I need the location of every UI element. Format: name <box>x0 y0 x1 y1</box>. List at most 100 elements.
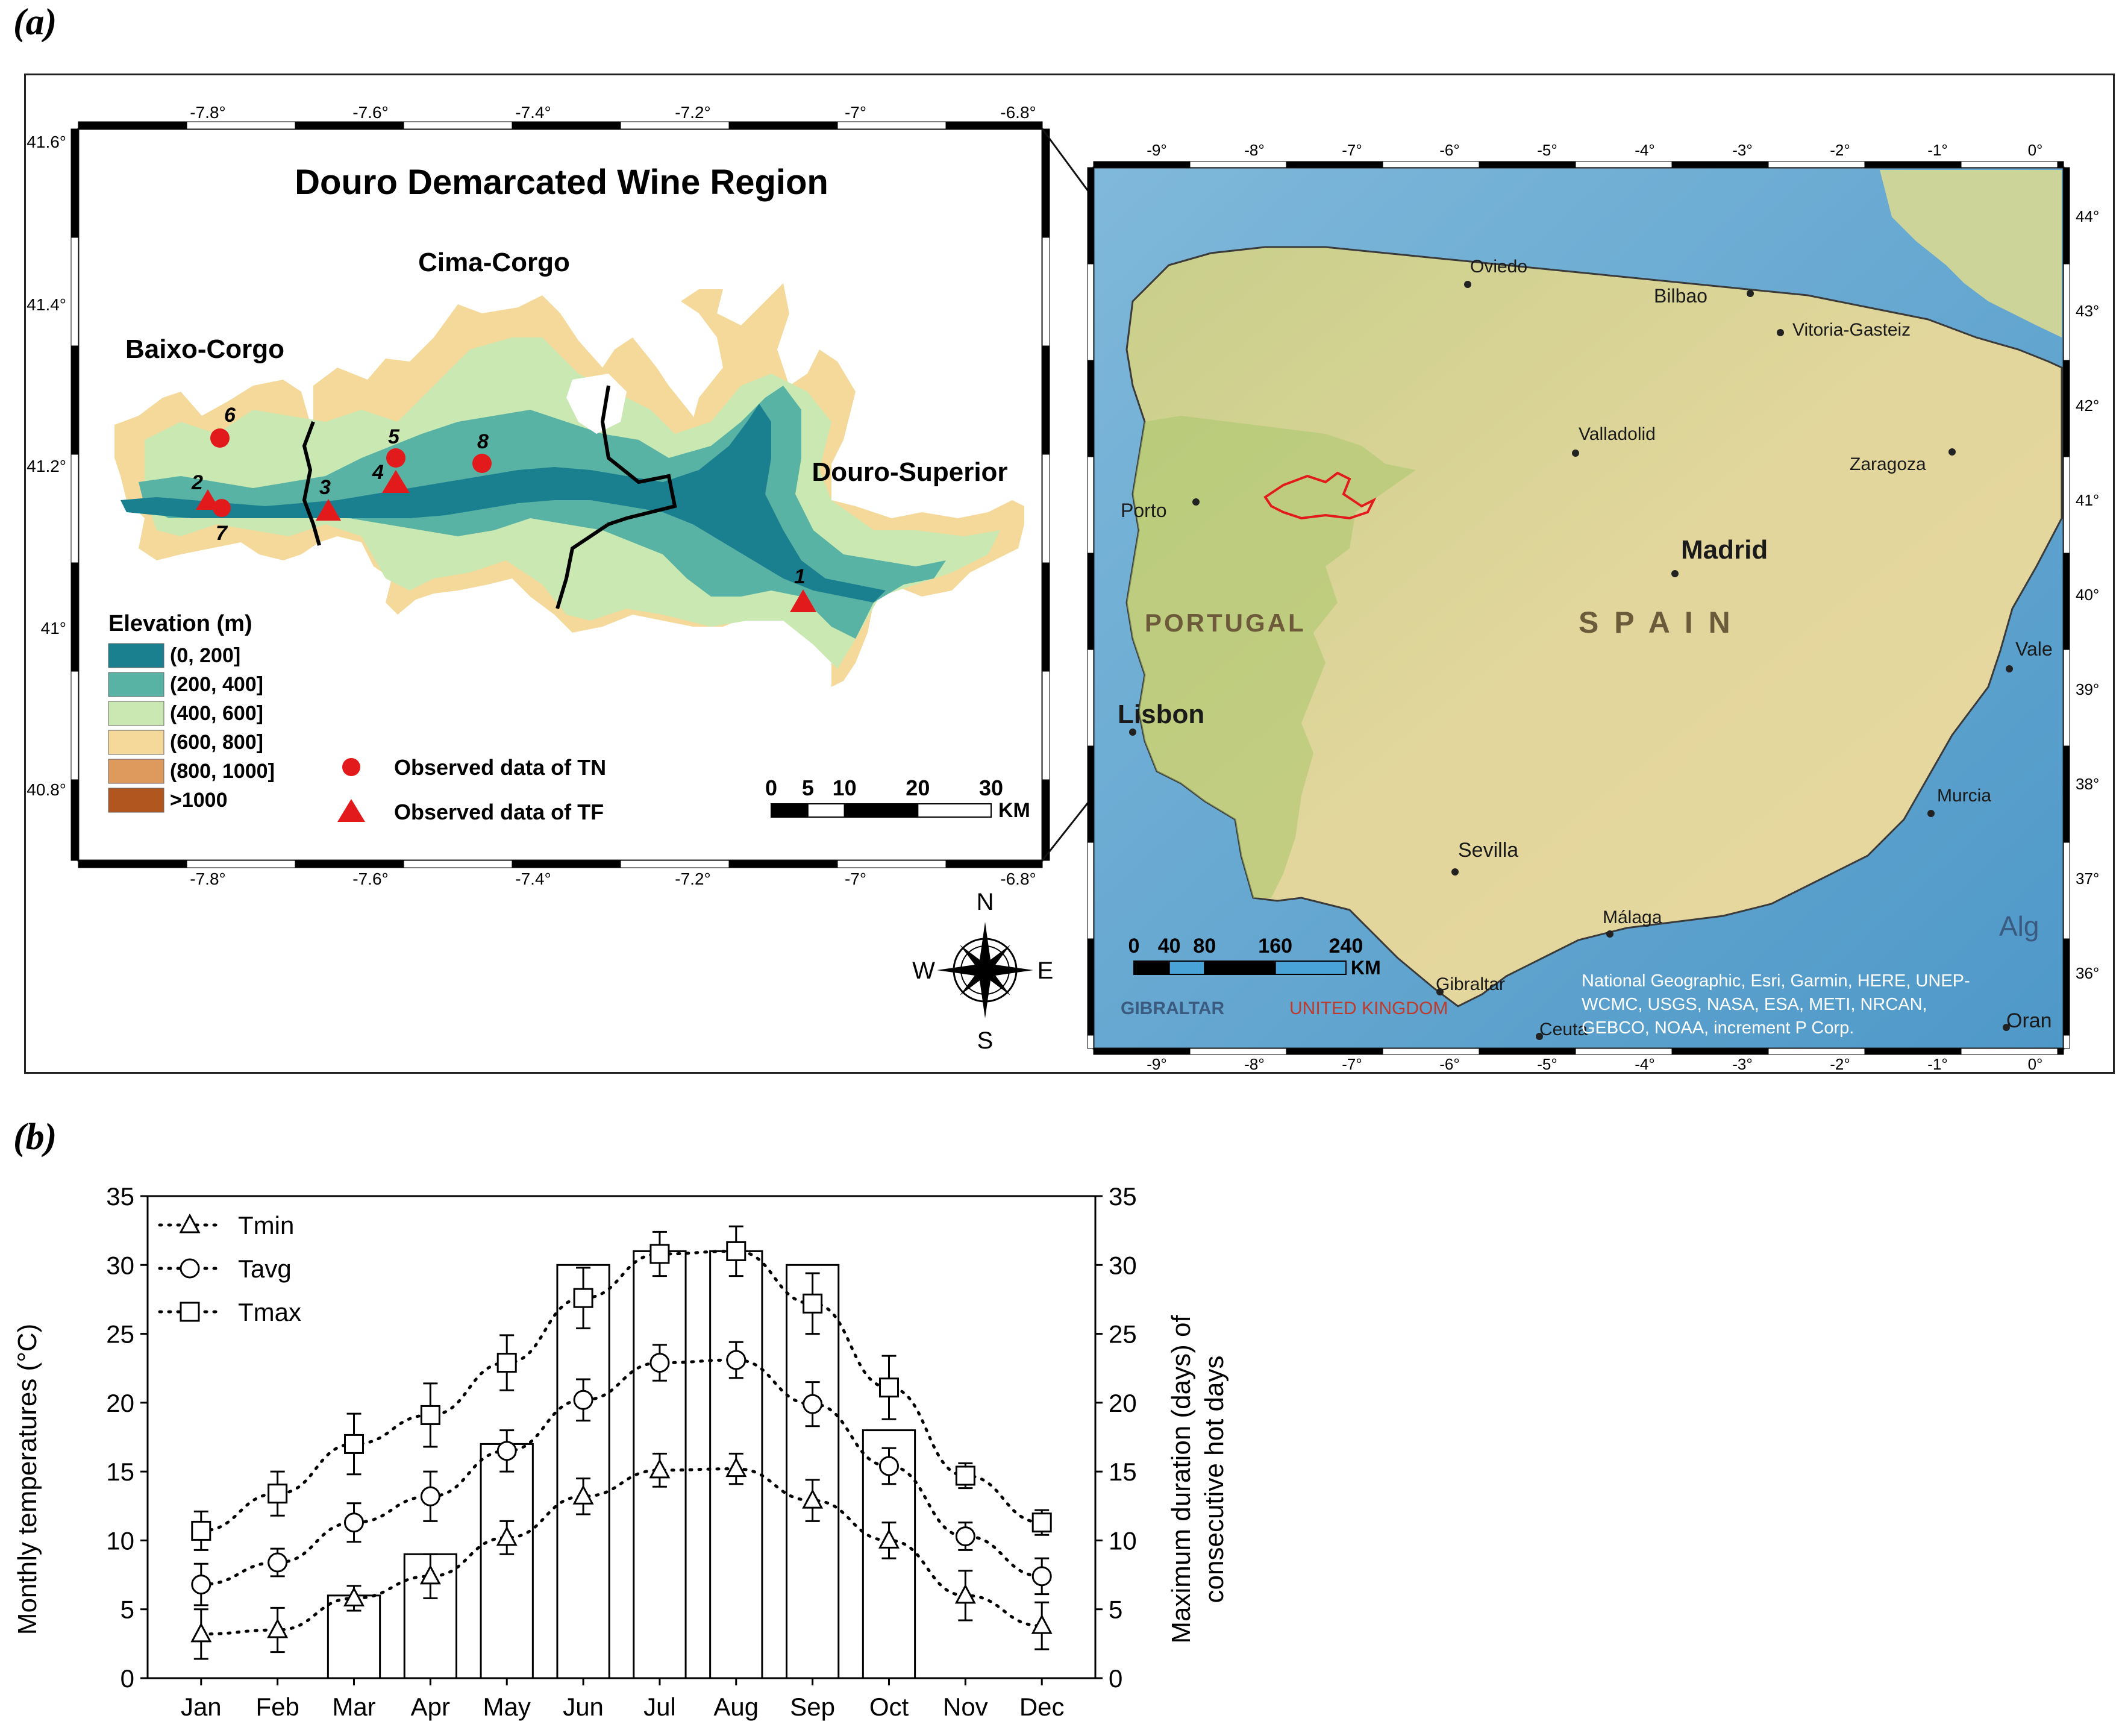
city-dot <box>1536 1033 1543 1040</box>
neatline-segment <box>2063 456 2070 554</box>
city-label: Sevilla <box>1458 839 1518 862</box>
tmax-marker <box>878 1377 899 1398</box>
plot-frame <box>146 1195 1097 1679</box>
chart-plot-area: 0 0 5 5 10 10 15 15 20 20 25 25 30 30 35 35 Jan Feb Mar Apr… <box>106 1182 1136 1721</box>
neatline-segment <box>1042 562 1050 672</box>
neatline-segment <box>403 860 513 868</box>
x-tick-label: Sep <box>790 1693 835 1721</box>
neatline-segment <box>295 860 404 868</box>
neatline-segment <box>837 860 947 868</box>
iberia-x-tick-bottom: -7° <box>1342 1055 1362 1073</box>
scale-label: 40 <box>1158 935 1181 957</box>
douro-x-tick-bottom: -7.6° <box>352 870 388 888</box>
city-dot <box>2006 665 2013 672</box>
legend-tn-circle <box>342 758 360 776</box>
city-dot <box>1671 570 1679 577</box>
douro-x-tick-top: -7.4° <box>515 103 551 122</box>
station-label: 3 <box>319 476 331 499</box>
neatline-segment <box>1382 1048 1480 1055</box>
station-5-circle <box>386 448 405 468</box>
scale-segment <box>1133 960 1170 975</box>
iberia-x-tick-bottom: 0° <box>2028 1055 2043 1073</box>
city-dot <box>1777 329 1784 336</box>
iberia-y-tick: 44° <box>2076 207 2099 225</box>
station-8-circle <box>472 454 492 473</box>
neatline-segment <box>1189 1048 1287 1055</box>
tavg-marker <box>496 1441 517 1461</box>
iberia-y-tick: 36° <box>2076 964 2099 982</box>
tavg-marker <box>803 1394 823 1414</box>
neatline-segment <box>2063 842 2070 939</box>
y-tick-label-right: 5 <box>1109 1596 1122 1624</box>
city-label: Porto <box>1121 500 1166 521</box>
city-label: Gibraltar <box>1436 974 1505 994</box>
neatline-segment <box>2063 938 2070 1036</box>
iberia-x-tick-bottom: -6° <box>1439 1055 1460 1073</box>
attribution-line-3: GEBCO, NOAA, increment P Corp. <box>1582 1018 1854 1038</box>
neatline-segment <box>2063 745 2070 843</box>
iberia-y-tick: 37° <box>2076 870 2099 888</box>
x-tick-label: Dec <box>1019 1693 1065 1721</box>
iberia-x-tick-bottom: -3° <box>1732 1055 1753 1073</box>
tmin-marker <box>496 1526 518 1546</box>
scale-label: 0 <box>1128 935 1140 957</box>
x-tick-label: Aug <box>713 1693 759 1721</box>
neatline-segment <box>2057 1048 2064 1055</box>
elevation-swatch <box>108 759 164 784</box>
neatline-segment <box>1864 161 1962 168</box>
tavg-line <box>199 1358 1044 1587</box>
x-tick-label: Mar <box>332 1693 375 1721</box>
tavg-marker <box>268 1552 288 1573</box>
station-label: 4 <box>372 461 384 484</box>
hot-days-bar <box>556 1264 610 1679</box>
neatline-segment <box>512 121 621 130</box>
panel-a-label: (a) <box>13 2 57 43</box>
city-dot <box>1192 498 1200 506</box>
neatline-segment <box>1961 161 2058 168</box>
neatline-segment <box>186 860 296 868</box>
tmin-marker <box>649 1458 671 1479</box>
y-tick-label-left: 25 <box>106 1320 134 1349</box>
compass-s: S <box>977 1027 994 1054</box>
scale-label: 20 <box>906 776 930 800</box>
neatline-segment <box>1093 1048 1191 1055</box>
tmin-marker <box>802 1488 824 1509</box>
elevation-swatch <box>108 672 164 697</box>
neatline-segment <box>1042 237 1050 346</box>
attribution-line-2: WCMC, USGS, NASA, ESA, METI, NRCAN, <box>1582 995 1927 1014</box>
iberia-x-tick-bottom: -8° <box>1244 1055 1265 1073</box>
tmax-marker <box>1031 1512 1052 1533</box>
neatline-segment <box>1768 161 1865 168</box>
subregion-label: Cima-Corgo <box>418 248 570 277</box>
neatline-segment <box>1087 745 1094 843</box>
country-label-portugal: PORTUGAL <box>1145 609 1306 637</box>
douro-map-neatline <box>70 121 1050 868</box>
label-gibraltar: GIBRALTAR <box>1121 998 1225 1018</box>
city-dot <box>1948 448 1956 456</box>
elevation-swatch <box>108 730 164 755</box>
iberia-y-tick: 41° <box>2076 491 2099 509</box>
iberia-x-tick-top: -8° <box>1244 141 1265 159</box>
tmin-marker <box>572 1485 594 1505</box>
y-tick-label-right: 20 <box>1109 1389 1137 1417</box>
neatline-segment <box>1042 454 1050 563</box>
city-label: Vitoria-Gasteiz <box>1792 320 1911 340</box>
douro-x-tick-top: -6.8° <box>1000 103 1036 122</box>
compass-w: W <box>912 957 935 984</box>
iberia-x-tick-top: -2° <box>1830 141 1850 159</box>
station-7-circle <box>213 499 231 517</box>
city-dot <box>1606 930 1613 938</box>
y-tick-label-right: 15 <box>1109 1458 1137 1486</box>
neatline-segment <box>1087 456 1094 554</box>
scale-label: 30 <box>979 776 1003 800</box>
scale-label: 0 <box>765 776 777 800</box>
city-dot <box>1129 729 1136 736</box>
neatline-segment <box>2063 649 2070 747</box>
neatline-segment <box>2063 360 2070 457</box>
douro-y-tick: 41.6° <box>27 133 66 151</box>
city-label: Valladolid <box>1579 424 1656 444</box>
elevation-legend: (0, 200] (200, 400] (400, 600] (600, 800] (8… <box>108 643 275 813</box>
station-label: 6 <box>224 404 236 427</box>
legend-tn-label: Observed data of TN <box>394 755 606 780</box>
